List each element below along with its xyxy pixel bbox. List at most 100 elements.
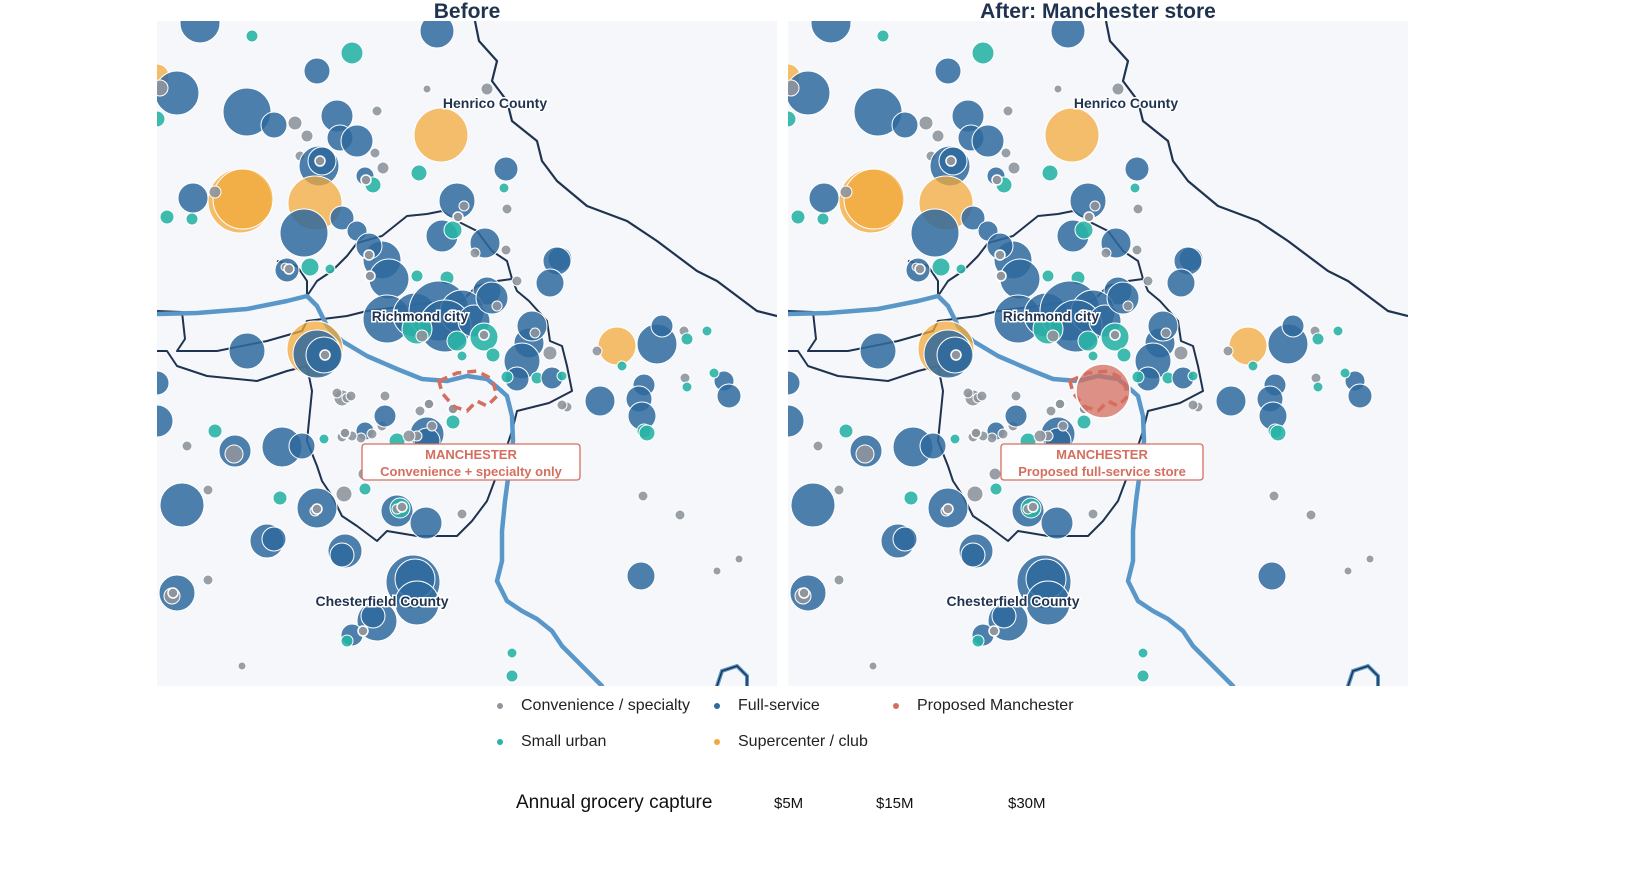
convenience-store[interactable] <box>1057 420 1069 432</box>
small-urban-store[interactable] <box>1311 332 1325 346</box>
convenience-store[interactable] <box>1122 300 1134 312</box>
full-service-store[interactable] <box>159 482 205 528</box>
small-urban-store[interactable] <box>1187 370 1199 382</box>
convenience-store[interactable] <box>379 390 391 402</box>
convenience-store[interactable] <box>456 508 468 520</box>
convenience-store[interactable] <box>478 329 490 341</box>
convenience-store[interactable] <box>1222 345 1234 357</box>
full-service-store[interactable] <box>157 70 200 116</box>
small-urban-store[interactable] <box>456 350 468 362</box>
convenience-store[interactable] <box>1077 309 1089 321</box>
full-service-store[interactable] <box>934 57 962 85</box>
full-service-store[interactable] <box>535 268 565 298</box>
small-urban-store[interactable] <box>185 212 199 226</box>
convenience-store[interactable] <box>1310 372 1322 384</box>
convenience-store[interactable] <box>1142 275 1154 287</box>
full-service-store[interactable] <box>788 70 831 116</box>
convenience-store[interactable] <box>833 484 845 496</box>
convenience-store[interactable] <box>812 440 824 452</box>
full-service-store[interactable] <box>493 156 519 182</box>
full-service-store[interactable] <box>1025 580 1071 626</box>
full-service-store[interactable] <box>919 432 947 460</box>
small-urban-store[interactable] <box>410 269 424 283</box>
small-urban-store[interactable] <box>498 182 510 194</box>
small-urban-store[interactable] <box>157 110 166 128</box>
full-service-store[interactable] <box>971 124 1005 158</box>
convenience-store[interactable] <box>914 263 926 275</box>
convenience-store[interactable] <box>363 249 375 261</box>
convenience-store[interactable] <box>962 387 974 399</box>
convenience-store[interactable] <box>966 485 984 503</box>
convenience-store[interactable] <box>501 203 513 215</box>
small-urban-store[interactable] <box>680 332 694 346</box>
supercenter-store[interactable] <box>413 107 469 163</box>
convenience-store[interactable] <box>679 372 691 384</box>
convenience-store[interactable] <box>181 440 193 452</box>
small-urban-store[interactable] <box>1247 360 1259 372</box>
convenience-store[interactable] <box>734 554 744 564</box>
convenience-store[interactable] <box>369 147 381 159</box>
small-urban-store[interactable] <box>505 669 519 683</box>
small-urban-store[interactable] <box>989 482 1003 496</box>
full-service-store[interactable] <box>261 526 287 552</box>
small-urban-store[interactable] <box>1312 381 1324 393</box>
convenience-store[interactable] <box>480 82 494 96</box>
convenience-store[interactable] <box>283 263 295 275</box>
small-urban-store[interactable] <box>410 164 428 182</box>
convenience-store[interactable] <box>167 587 179 599</box>
small-urban-store[interactable] <box>949 433 961 445</box>
convenience-store[interactable] <box>995 270 1007 282</box>
full-service-store[interactable] <box>1347 383 1373 409</box>
convenience-store[interactable] <box>988 625 1000 637</box>
convenience-store[interactable] <box>452 211 464 223</box>
convenience-store[interactable] <box>1132 203 1144 215</box>
convenience-store[interactable] <box>371 105 383 117</box>
convenience-store[interactable] <box>208 185 222 199</box>
small-urban-store[interactable] <box>443 220 463 240</box>
small-urban-store[interactable] <box>1076 414 1092 430</box>
small-urban-store[interactable] <box>1087 350 1099 362</box>
convenience-store[interactable] <box>833 574 845 586</box>
convenience-store[interactable] <box>950 349 962 361</box>
convenience-store[interactable] <box>931 129 945 143</box>
convenience-store[interactable] <box>997 428 1009 440</box>
convenience-store[interactable] <box>1002 105 1014 117</box>
convenience-store[interactable] <box>426 420 438 432</box>
convenience-store[interactable] <box>1046 329 1060 343</box>
convenience-store[interactable] <box>237 661 247 671</box>
convenience-store[interactable] <box>1100 247 1112 259</box>
convenience-store[interactable] <box>942 503 954 515</box>
convenience-store[interactable] <box>1053 84 1063 94</box>
small-urban-store[interactable] <box>500 370 514 384</box>
convenience-store[interactable] <box>1000 147 1012 159</box>
full-service-store[interactable] <box>279 208 329 258</box>
small-urban-store[interactable] <box>300 257 320 277</box>
convenience-store[interactable] <box>1173 345 1189 361</box>
full-service-store[interactable] <box>1106 281 1140 315</box>
convenience-store[interactable] <box>868 661 878 671</box>
full-service-store[interactable] <box>394 580 440 626</box>
convenience-store[interactable] <box>1033 429 1047 443</box>
full-service-store[interactable] <box>808 182 840 214</box>
full-service-store[interactable] <box>1040 506 1074 540</box>
small-urban-store[interactable] <box>971 634 985 648</box>
supercenter-store[interactable] <box>212 168 274 230</box>
convenience-store[interactable] <box>339 427 351 439</box>
convenience-store[interactable] <box>511 275 523 287</box>
convenience-store[interactable] <box>415 329 429 343</box>
full-service-store[interactable] <box>788 370 801 396</box>
full-service-store[interactable] <box>329 205 355 231</box>
convenience-store[interactable] <box>591 345 603 357</box>
convenience-store[interactable] <box>414 405 426 417</box>
full-service-store[interactable] <box>419 21 455 49</box>
convenience-store[interactable] <box>1305 509 1317 521</box>
full-service-store[interactable] <box>716 383 742 409</box>
convenience-store[interactable] <box>798 587 810 599</box>
convenience-store[interactable] <box>491 300 503 312</box>
full-service-store[interactable] <box>1004 404 1028 428</box>
convenience-store[interactable] <box>224 444 244 464</box>
convenience-store[interactable] <box>360 174 372 186</box>
convenience-store[interactable] <box>202 484 214 496</box>
convenience-store[interactable] <box>500 244 512 256</box>
full-service-store[interactable] <box>892 526 918 552</box>
